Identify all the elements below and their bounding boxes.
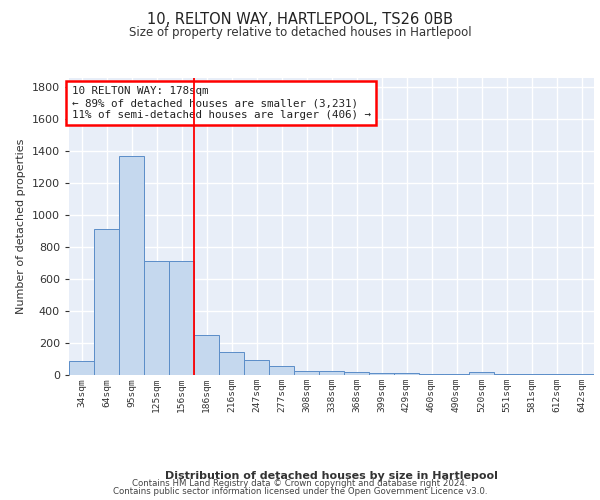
Bar [244, 360, 269, 375]
Bar [119, 156, 143, 375]
Bar [370, 372, 394, 375]
Text: 10, RELTON WAY, HARTLEPOOL, TS26 0BB: 10, RELTON WAY, HARTLEPOOL, TS26 0BB [147, 12, 453, 28]
Bar [419, 374, 443, 375]
Bar [145, 260, 169, 375]
Text: Contains public sector information licensed under the Open Government Licence v3: Contains public sector information licen… [113, 487, 487, 496]
Bar [169, 260, 194, 375]
Text: Size of property relative to detached houses in Hartlepool: Size of property relative to detached ho… [128, 26, 472, 39]
Bar [295, 371, 319, 375]
Bar [394, 372, 419, 375]
Text: Contains HM Land Registry data © Crown copyright and database right 2024.: Contains HM Land Registry data © Crown c… [132, 478, 468, 488]
X-axis label: Distribution of detached houses by size in Hartlepool: Distribution of detached houses by size … [165, 470, 498, 480]
Y-axis label: Number of detached properties: Number of detached properties [16, 138, 26, 314]
Bar [344, 372, 368, 375]
Bar [569, 374, 593, 375]
Bar [70, 360, 94, 375]
Bar [494, 374, 518, 375]
Bar [469, 372, 494, 375]
Bar [544, 374, 569, 375]
Bar [269, 366, 293, 375]
Bar [194, 336, 218, 375]
Bar [319, 371, 344, 375]
Text: 10 RELTON WAY: 178sqm
← 89% of detached houses are smaller (3,231)
11% of semi-d: 10 RELTON WAY: 178sqm ← 89% of detached … [71, 86, 371, 120]
Bar [220, 352, 244, 375]
Bar [520, 374, 544, 375]
Bar [94, 230, 119, 375]
Bar [445, 374, 469, 375]
